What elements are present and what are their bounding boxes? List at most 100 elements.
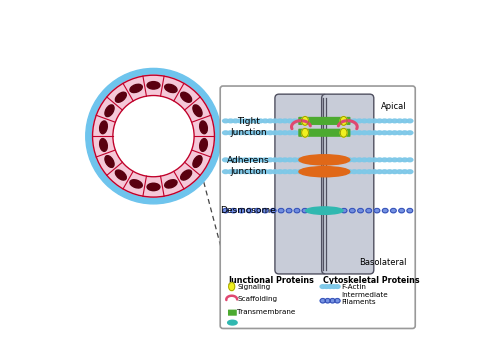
Text: Basolateral: Basolateral <box>359 258 406 267</box>
Ellipse shape <box>407 131 413 135</box>
Ellipse shape <box>299 167 350 177</box>
Ellipse shape <box>407 208 412 213</box>
Ellipse shape <box>116 92 126 102</box>
Ellipse shape <box>267 119 273 123</box>
FancyBboxPatch shape <box>322 94 374 274</box>
Ellipse shape <box>130 180 142 188</box>
Ellipse shape <box>180 170 192 180</box>
Ellipse shape <box>306 158 313 162</box>
Ellipse shape <box>392 158 398 162</box>
Ellipse shape <box>392 131 398 135</box>
Text: Transmembrane: Transmembrane <box>237 309 296 315</box>
Ellipse shape <box>222 208 228 213</box>
Ellipse shape <box>382 170 388 173</box>
Ellipse shape <box>130 84 142 92</box>
Ellipse shape <box>267 131 273 135</box>
Ellipse shape <box>294 208 300 213</box>
Ellipse shape <box>306 170 313 173</box>
Ellipse shape <box>222 131 228 135</box>
Ellipse shape <box>282 158 288 162</box>
Ellipse shape <box>320 285 326 288</box>
Text: Desmosome: Desmosome <box>220 206 276 215</box>
Ellipse shape <box>302 129 308 137</box>
Ellipse shape <box>356 119 362 123</box>
Ellipse shape <box>372 119 378 123</box>
Ellipse shape <box>277 170 283 173</box>
Ellipse shape <box>105 105 114 117</box>
Ellipse shape <box>302 119 308 123</box>
Ellipse shape <box>232 158 238 162</box>
Ellipse shape <box>341 170 347 173</box>
Text: F-Actin: F-Actin <box>342 284 366 290</box>
Ellipse shape <box>366 170 372 173</box>
Ellipse shape <box>262 158 268 162</box>
Ellipse shape <box>282 170 288 173</box>
Ellipse shape <box>287 119 293 123</box>
Ellipse shape <box>278 208 284 213</box>
Ellipse shape <box>407 158 413 162</box>
Ellipse shape <box>346 119 352 123</box>
Ellipse shape <box>346 131 352 135</box>
Ellipse shape <box>257 170 264 173</box>
Ellipse shape <box>396 158 403 162</box>
Ellipse shape <box>262 208 268 213</box>
Ellipse shape <box>228 131 234 135</box>
Ellipse shape <box>297 119 303 123</box>
Ellipse shape <box>267 170 273 173</box>
Ellipse shape <box>200 139 207 151</box>
Ellipse shape <box>228 119 234 123</box>
Ellipse shape <box>272 170 278 173</box>
Ellipse shape <box>396 131 403 135</box>
Ellipse shape <box>252 131 258 135</box>
Ellipse shape <box>356 170 362 173</box>
Ellipse shape <box>326 170 332 173</box>
Ellipse shape <box>277 131 283 135</box>
Ellipse shape <box>372 170 378 173</box>
Ellipse shape <box>222 170 228 173</box>
Ellipse shape <box>366 158 372 162</box>
Ellipse shape <box>334 299 340 303</box>
Ellipse shape <box>402 119 408 123</box>
Ellipse shape <box>164 84 177 92</box>
Ellipse shape <box>306 207 343 214</box>
Ellipse shape <box>326 119 332 123</box>
FancyBboxPatch shape <box>220 86 415 328</box>
Ellipse shape <box>330 299 335 303</box>
Ellipse shape <box>326 158 332 162</box>
Ellipse shape <box>366 208 372 213</box>
Ellipse shape <box>320 299 326 303</box>
Ellipse shape <box>306 131 313 135</box>
Ellipse shape <box>392 170 398 173</box>
Ellipse shape <box>336 131 342 135</box>
Ellipse shape <box>407 119 413 123</box>
Ellipse shape <box>287 131 293 135</box>
Ellipse shape <box>277 158 283 162</box>
Ellipse shape <box>147 183 160 191</box>
Ellipse shape <box>306 119 313 123</box>
Ellipse shape <box>362 170 368 173</box>
Ellipse shape <box>282 131 288 135</box>
Ellipse shape <box>376 131 382 135</box>
Ellipse shape <box>362 119 368 123</box>
Ellipse shape <box>341 131 347 135</box>
Ellipse shape <box>246 208 252 213</box>
Ellipse shape <box>228 158 234 162</box>
Ellipse shape <box>292 170 298 173</box>
Ellipse shape <box>262 131 268 135</box>
Ellipse shape <box>297 131 303 135</box>
Ellipse shape <box>398 208 404 213</box>
Ellipse shape <box>302 170 308 173</box>
Text: Cytoskeletal Proteins: Cytoskeletal Proteins <box>323 276 420 285</box>
Ellipse shape <box>287 170 293 173</box>
Ellipse shape <box>238 131 244 135</box>
Ellipse shape <box>333 208 338 213</box>
FancyBboxPatch shape <box>298 117 350 125</box>
Ellipse shape <box>372 131 378 135</box>
Ellipse shape <box>334 285 340 288</box>
Ellipse shape <box>228 283 235 291</box>
Ellipse shape <box>238 170 244 173</box>
Ellipse shape <box>310 208 316 213</box>
Ellipse shape <box>116 170 126 180</box>
Ellipse shape <box>346 170 352 173</box>
Ellipse shape <box>287 158 293 162</box>
